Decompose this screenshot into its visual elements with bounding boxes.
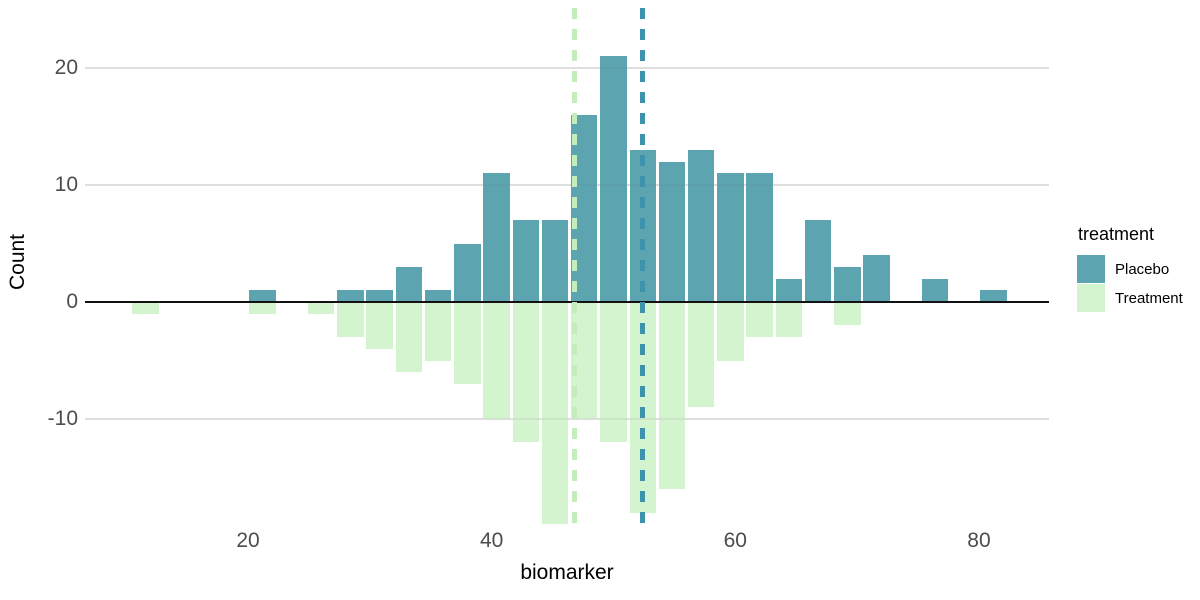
placebo-bar bbox=[337, 290, 364, 302]
legend-entries: Placebo Treatment bbox=[1077, 255, 1183, 312]
legend: treatment Placebo Treatment bbox=[1077, 224, 1183, 313]
y-tick-label--10: -10 bbox=[47, 407, 78, 430]
placebo-bar bbox=[512, 220, 539, 302]
gridline-y10 bbox=[85, 184, 1049, 186]
legend-swatch-treatment bbox=[1077, 284, 1105, 312]
placebo-bar bbox=[980, 290, 1007, 302]
treatment-bar bbox=[454, 302, 481, 384]
placebo-bar bbox=[687, 149, 715, 302]
placebo-bar bbox=[775, 278, 803, 302]
treatment-bar bbox=[337, 302, 364, 338]
treatment-bar bbox=[395, 302, 423, 373]
legend-entry-treatment: Treatment bbox=[1077, 284, 1183, 312]
placebo-bar bbox=[834, 266, 861, 302]
treatment-bar bbox=[834, 302, 861, 326]
treatment-bar bbox=[512, 302, 539, 443]
treatment-bar bbox=[307, 302, 335, 314]
plot-panel bbox=[85, 8, 1049, 525]
placebo-bar bbox=[658, 161, 686, 302]
y-tick-label-10: 10 bbox=[54, 173, 78, 196]
treatment-bar bbox=[746, 302, 773, 338]
placebo-bar bbox=[483, 173, 510, 302]
x-tick-label-60: 60 bbox=[723, 529, 747, 552]
placebo-bar bbox=[804, 220, 832, 302]
placebo-bar bbox=[366, 290, 393, 302]
x-tick-label-40: 40 bbox=[479, 529, 504, 552]
placebo-bar bbox=[921, 278, 949, 302]
x-axis-title: biomarker bbox=[520, 561, 614, 584]
legend-label-treatment: Treatment bbox=[1115, 289, 1183, 307]
placebo-bar bbox=[424, 290, 452, 302]
x-tick-label-80: 80 bbox=[967, 529, 991, 552]
treatment-bar bbox=[249, 302, 276, 314]
placebo-bar bbox=[600, 56, 627, 302]
y-tick-label-20: 20 bbox=[54, 56, 78, 79]
treatment-mean-line bbox=[572, 8, 577, 525]
gridline-overlay-y-10 bbox=[85, 418, 1049, 420]
gridline-overlay-y20 bbox=[85, 67, 1049, 69]
treatment-bar bbox=[366, 302, 393, 349]
legend-label-placebo: Placebo bbox=[1115, 260, 1170, 278]
gridline-overlay-y10 bbox=[85, 184, 1049, 186]
placebo-bar bbox=[395, 266, 423, 302]
treatment-bar bbox=[687, 302, 715, 408]
placebo-mean-line bbox=[640, 8, 646, 525]
legend-title: treatment bbox=[1078, 224, 1155, 244]
treatment-bar bbox=[600, 302, 627, 443]
gridline-y20 bbox=[85, 67, 1049, 69]
treatment-bar bbox=[424, 302, 452, 361]
legend-entry-placebo: Placebo bbox=[1077, 255, 1183, 283]
treatment-bar bbox=[717, 302, 744, 361]
treatment-bar bbox=[483, 302, 510, 419]
y-axis-title: Count bbox=[6, 233, 29, 291]
placebo-bar bbox=[249, 290, 276, 302]
placebo-bar bbox=[717, 173, 744, 302]
treatment-bar bbox=[132, 302, 159, 314]
x-tick-label-20: 20 bbox=[236, 529, 260, 552]
treatment-bar bbox=[541, 302, 569, 525]
placebo-bar bbox=[454, 243, 481, 302]
placebo-bar bbox=[863, 255, 890, 302]
placebo-bar bbox=[541, 220, 569, 302]
treatment-bar bbox=[658, 302, 686, 490]
treatment-bar bbox=[775, 302, 803, 338]
placebo-bar bbox=[746, 173, 773, 302]
legend-swatch-placebo bbox=[1077, 255, 1105, 283]
y-tick-label-0: 0 bbox=[66, 290, 78, 313]
zero-axis-line bbox=[85, 301, 1049, 303]
